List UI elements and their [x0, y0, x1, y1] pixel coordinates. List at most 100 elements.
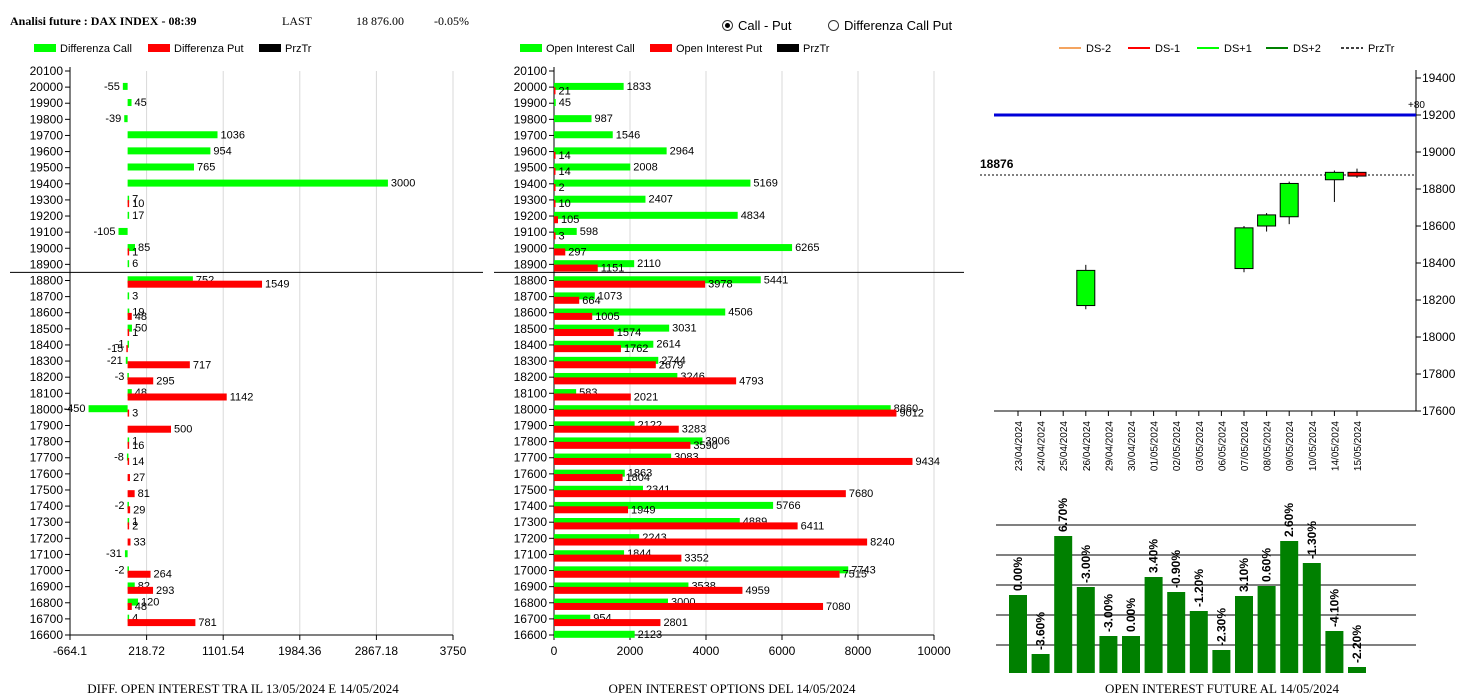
x-tick-label: 2867.18 — [355, 644, 399, 658]
put-bar — [554, 151, 556, 159]
y-tick-label: 17600 — [30, 467, 64, 481]
legend-label: PrzTr — [285, 43, 312, 55]
put-bar — [554, 538, 868, 546]
call-bar — [554, 550, 625, 558]
x-tick-label: 2000 — [617, 644, 644, 658]
bar-value-label: 2614 — [656, 339, 680, 351]
call-bar — [554, 453, 672, 461]
radio-call-put-label: Call - Put — [738, 18, 792, 33]
call-bar — [554, 485, 643, 493]
bar-value-label: -21 — [107, 355, 123, 367]
y-tick-label: 17800 — [1422, 367, 1456, 381]
call-bar — [122, 82, 128, 90]
bar-value-label: 2021 — [634, 391, 658, 403]
y-tick-label: 17100 — [514, 547, 548, 561]
y-tick-label: 17500 — [514, 483, 548, 497]
bar-value-label: 4834 — [741, 210, 765, 222]
y-tick-label: 19500 — [30, 161, 64, 175]
bar-value-label: 0.00% — [1124, 598, 1138, 632]
call-bar — [554, 582, 689, 590]
put-bar — [554, 570, 840, 578]
call-bar — [554, 82, 624, 90]
x-tick-label: 8000 — [845, 644, 872, 658]
bar-value-label: 81 — [138, 488, 150, 500]
chart-title: OPEN INTEREST OPTIONS DEL 14/05/2024 — [609, 681, 857, 696]
bar-value-label: -2.20% — [1350, 625, 1364, 663]
legend-swatch — [777, 44, 799, 52]
put-bar — [127, 425, 172, 433]
put-bar — [127, 457, 130, 465]
oi-future-bar — [1325, 631, 1344, 673]
y-tick-label: 17200 — [30, 531, 64, 545]
bar-value-label: 1949 — [631, 504, 655, 516]
y-tick-label: 18800 — [30, 273, 64, 287]
put-bar — [127, 393, 227, 401]
y-tick-label: 19100 — [514, 225, 548, 239]
bar-value-label: 14 — [132, 456, 144, 468]
y-tick-label: 18800 — [1422, 182, 1456, 196]
call-bar — [554, 389, 577, 397]
bar-value-label: 297 — [568, 246, 586, 258]
bar-value-label: 6411 — [801, 520, 825, 532]
radio-diff-call-put[interactable]: Differenza Call Put — [828, 18, 952, 33]
y-tick-label: 17000 — [30, 564, 64, 578]
x-tick-label: 4000 — [693, 644, 720, 658]
candle-body — [1279, 182, 1299, 218]
candle-body — [1347, 171, 1367, 177]
y-tick-label: 17600 — [1422, 404, 1456, 418]
put-bar — [554, 506, 629, 514]
y-tick-label: 18100 — [30, 386, 64, 400]
bar-value-label: 3 — [132, 408, 138, 420]
bar-value-label: 5169 — [753, 178, 777, 190]
bar-value-label: 1804 — [626, 472, 650, 484]
call-bar — [554, 356, 659, 364]
candle-body — [1257, 214, 1277, 227]
blue-level-label: +80 — [1408, 100, 1425, 111]
call-bar — [554, 324, 670, 332]
oi-future-bar — [1167, 592, 1186, 673]
y-tick-label: 20100 — [30, 64, 64, 78]
view-radio-group: Call - Put Differenza Call Put — [718, 18, 978, 38]
bar-value-label: 2 — [559, 182, 565, 194]
put-bar — [554, 184, 556, 191]
y-tick-label: 19800 — [514, 112, 548, 126]
put-bar — [127, 441, 130, 449]
bar-value-label: 1 — [132, 246, 138, 258]
y-tick-label: 19500 — [514, 161, 548, 175]
bar-value-label: 19 — [132, 307, 144, 319]
y-tick-label: 18600 — [30, 306, 64, 320]
y-tick-label: 18900 — [514, 257, 548, 271]
call-bar — [127, 211, 130, 219]
call-bar — [554, 292, 595, 300]
y-tick-label: 19900 — [30, 96, 64, 110]
radio-call-put[interactable]: Call - Put — [722, 18, 791, 33]
bar-value-label: -105 — [93, 226, 115, 238]
put-bar — [554, 586, 743, 594]
put-bar — [127, 474, 130, 482]
put-bar — [127, 248, 130, 256]
bar-value-label: 27 — [133, 472, 145, 484]
call-bar — [127, 179, 388, 187]
bar-value-label: 4959 — [745, 585, 769, 597]
bar-value-label: 293 — [156, 585, 174, 597]
put-bar — [127, 619, 196, 627]
x-tick-label: 0 — [551, 644, 558, 658]
change-value: -0.05% — [434, 14, 469, 28]
call-bar — [554, 276, 761, 284]
bar-value-label: -3.00% — [1079, 545, 1093, 583]
oi-future-bar — [1212, 650, 1231, 673]
bar-value-label: 7 — [132, 194, 138, 206]
y-tick-label: 18000 — [1422, 330, 1456, 344]
put-bar — [127, 361, 190, 369]
legend-label: Open Interest Call — [546, 43, 635, 55]
call-bar — [127, 244, 135, 252]
call-bar — [127, 308, 130, 316]
bar-value-label: 954 — [213, 145, 231, 157]
oi-future-bar — [1235, 596, 1253, 673]
bar-value-label: 120 — [141, 597, 159, 609]
call-bar — [554, 405, 891, 413]
put-bar — [127, 602, 132, 610]
put-bar — [554, 490, 846, 498]
call-bar — [127, 99, 132, 107]
bar-value-label: -3.00% — [1101, 594, 1115, 632]
